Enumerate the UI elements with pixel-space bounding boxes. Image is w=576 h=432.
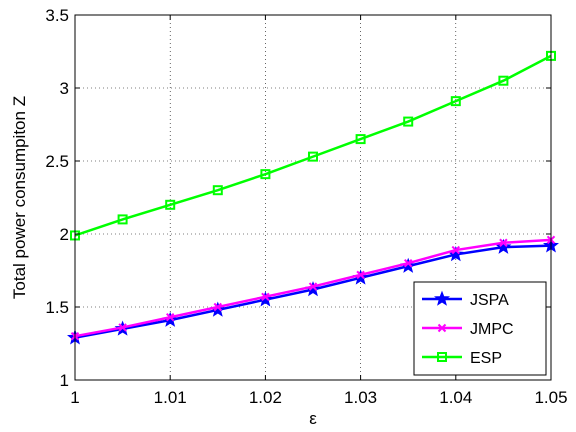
x-tick-label: 1.01 — [154, 388, 187, 407]
data-point-esp — [117, 214, 128, 225]
data-point-jmpc — [499, 238, 508, 247]
plot-frame — [74, 14, 552, 381]
x-tick-label: 1.04 — [439, 388, 472, 407]
x-tick-label: 1.03 — [344, 388, 377, 407]
legend-marker — [437, 352, 447, 362]
y-tick-label: 1 — [60, 371, 69, 390]
data-point-jmpc — [261, 292, 270, 301]
y-tick-label: 3.5 — [45, 6, 69, 25]
y-tick-label: 2 — [60, 225, 69, 244]
axis-ticks: 1 1.01 1.02 1.03 1.04 1.05 1 1.5 2 2.5 3 3.5 — [45, 6, 567, 407]
data-point-jmpc — [165, 313, 175, 322]
data-point-jspa — [495, 238, 512, 254]
series-group — [67, 50, 559, 345]
legend: JSPA JMPC ESP — [413, 281, 547, 376]
legend-marker — [437, 323, 447, 333]
legend-item-jmpc: JMPC — [422, 321, 514, 338]
data-point-jmpc — [308, 282, 318, 291]
marker-stroke — [118, 323, 127, 332]
data-point-jmpc — [213, 302, 223, 312]
marker-stroke — [213, 302, 223, 312]
y-tick-label: 2.5 — [45, 152, 69, 171]
marker-stroke — [403, 258, 413, 268]
x-tick-label: 1.05 — [534, 388, 567, 407]
y-axis-label: Total power consumpiton Z — [10, 96, 29, 299]
series-jmpc — [70, 235, 556, 341]
legend-item-jspa: JSPA — [422, 290, 509, 309]
marker-stroke — [165, 313, 175, 322]
legend-label: JMPC — [470, 321, 514, 338]
x-tick-label: 1.02 — [249, 388, 282, 407]
y-tick-label: 1.5 — [45, 298, 69, 317]
legend-label: ESP — [470, 350, 502, 367]
x-axis-label: ε — [309, 409, 317, 428]
data-point-esp — [450, 96, 461, 107]
marker-stroke — [499, 238, 508, 247]
x-tick-label: 1 — [70, 388, 79, 407]
legend-label: JSPA — [470, 292, 509, 309]
data-point-jmpc — [403, 258, 413, 268]
marker-stroke — [437, 323, 447, 333]
legend-marker — [434, 290, 450, 306]
data-point-esp — [403, 116, 414, 127]
data-point-esp — [260, 169, 271, 180]
data-point-esp — [498, 75, 509, 86]
data-point-jmpc — [451, 245, 461, 255]
data-point-esp — [355, 134, 366, 145]
marker-stroke — [451, 245, 461, 255]
data-point-esp — [212, 185, 223, 196]
data-point-jmpc — [356, 270, 365, 280]
marker-stroke — [308, 282, 318, 291]
series-line-esp — [74, 54, 552, 237]
marker-stroke — [261, 292, 270, 301]
y-tick-label: 3 — [60, 79, 69, 98]
legend-item-esp: ESP — [422, 350, 502, 367]
data-point-esp — [308, 151, 318, 162]
data-point-jmpc — [118, 323, 127, 332]
marker-stroke — [356, 270, 365, 280]
data-point-esp — [165, 199, 176, 210]
